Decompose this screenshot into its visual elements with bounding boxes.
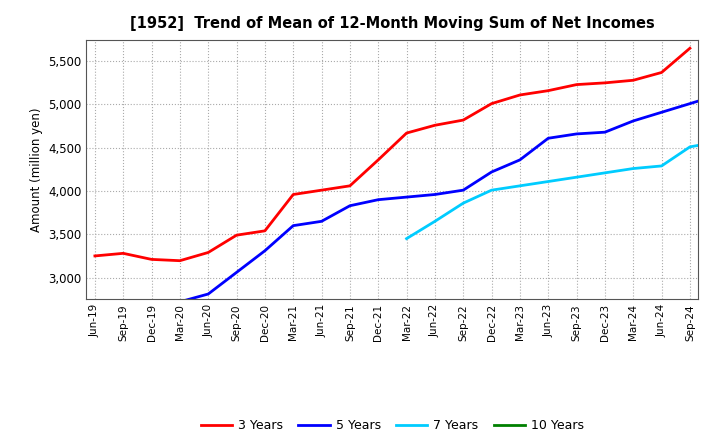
Line: 7 Years: 7 Years (407, 142, 719, 238)
5 Years (487, 169, 496, 175)
5 Years (318, 219, 326, 224)
Y-axis label: Amount (million yen): Amount (million yen) (30, 107, 42, 231)
Line: 5 Years: 5 Years (180, 87, 720, 302)
Legend: 3 Years, 5 Years, 7 Years, 10 Years: 3 Years, 5 Years, 7 Years, 10 Years (196, 414, 589, 437)
5 Years (346, 203, 354, 209)
7 Years (431, 219, 439, 224)
Line: 3 Years: 3 Years (95, 48, 690, 260)
5 Years (600, 129, 609, 135)
3 Years (657, 70, 666, 75)
3 Years (289, 192, 297, 197)
5 Years (572, 131, 581, 136)
3 Years (459, 117, 467, 123)
7 Years (685, 144, 694, 150)
5 Years (233, 270, 241, 275)
3 Years (119, 251, 127, 256)
5 Years (289, 223, 297, 228)
3 Years (318, 187, 326, 193)
5 Years (516, 157, 524, 162)
3 Years (516, 92, 524, 98)
7 Years (657, 163, 666, 169)
Title: [1952]  Trend of Mean of 12-Month Moving Sum of Net Incomes: [1952] Trend of Mean of 12-Month Moving … (130, 16, 654, 32)
7 Years (459, 201, 467, 206)
3 Years (233, 232, 241, 238)
5 Years (459, 187, 467, 193)
7 Years (544, 179, 552, 184)
3 Years (204, 250, 212, 255)
3 Years (148, 257, 156, 262)
3 Years (685, 46, 694, 51)
5 Years (431, 192, 439, 197)
3 Years (261, 228, 269, 234)
3 Years (572, 82, 581, 87)
3 Years (402, 130, 411, 136)
5 Years (544, 136, 552, 141)
5 Years (657, 110, 666, 115)
3 Years (544, 88, 552, 93)
5 Years (714, 92, 720, 98)
7 Years (714, 139, 720, 144)
5 Years (629, 118, 637, 124)
5 Years (402, 194, 411, 200)
3 Years (91, 253, 99, 259)
5 Years (176, 299, 184, 304)
5 Years (374, 197, 382, 202)
3 Years (600, 80, 609, 85)
3 Years (176, 258, 184, 263)
5 Years (261, 248, 269, 253)
7 Years (572, 175, 581, 180)
3 Years (346, 183, 354, 188)
7 Years (629, 166, 637, 171)
5 Years (685, 101, 694, 106)
3 Years (431, 123, 439, 128)
7 Years (600, 170, 609, 176)
7 Years (487, 187, 496, 193)
5 Years (204, 291, 212, 297)
3 Years (374, 157, 382, 162)
7 Years (402, 236, 411, 241)
3 Years (629, 77, 637, 83)
3 Years (487, 101, 496, 106)
7 Years (516, 183, 524, 188)
